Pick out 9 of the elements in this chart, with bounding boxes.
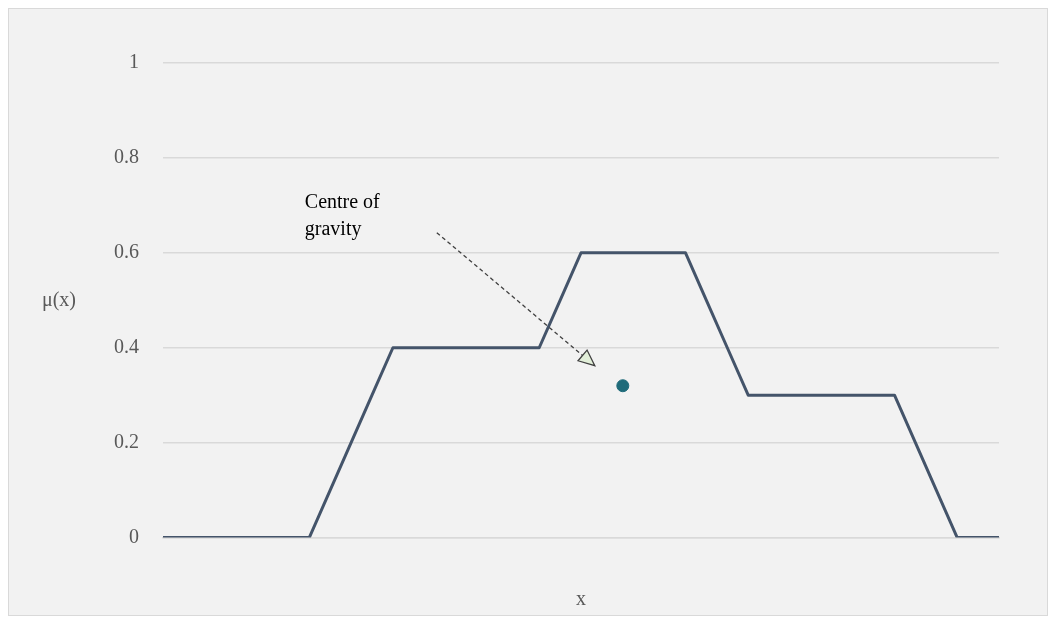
y-tick-label: 0.2 — [114, 429, 139, 452]
x-axis-title: x — [576, 586, 586, 609]
y-axis-title: μ(x) — [41, 287, 77, 311]
annotation: Centre of gravity — [304, 189, 381, 240]
y-tick-label: 0.4 — [114, 335, 139, 358]
y-tick-label: 0.6 — [114, 240, 139, 263]
y-tick-label: 1 — [129, 50, 139, 73]
y-tick-label: 0 — [129, 524, 139, 547]
y-tick-label: 0.8 — [114, 145, 139, 168]
